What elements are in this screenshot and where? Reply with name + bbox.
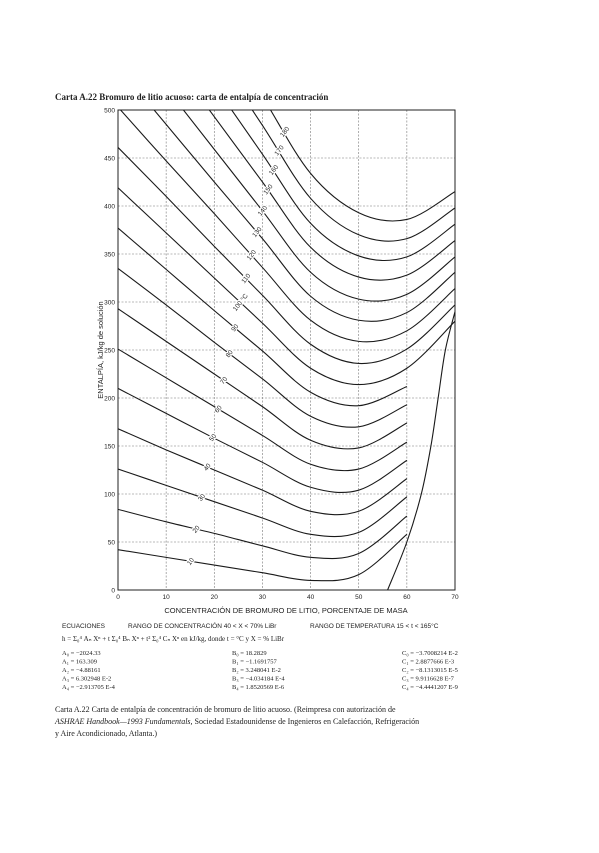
x-tick-label: 50 — [355, 594, 363, 601]
coefficient: C₀ = −3.7008214 E-2 — [402, 650, 458, 657]
x-tick-label: 0 — [116, 594, 120, 601]
chart-title: Carta A.22 Bromuro de litio acuoso: cart… — [55, 92, 328, 102]
isotherm-line — [119, 110, 455, 343]
isotherm-line — [208, 110, 455, 281]
caption-line: ASHRAE Handbook—1993 Fundamentals, Socie… — [54, 717, 419, 726]
caption-line: Carta A.22 Carta de entalpía de concentr… — [55, 705, 396, 714]
isotherm-line — [269, 110, 455, 222]
x-tick-label: 30 — [259, 594, 267, 601]
isotherm-line — [118, 267, 408, 428]
y-tick-label: 400 — [104, 204, 115, 211]
y-tick-label: 150 — [104, 444, 115, 451]
range-t: RANGO DE TEMPERATURA 15 < t < 165°C — [310, 622, 439, 630]
coefficient: B₁ = −1.1691757 — [232, 659, 278, 666]
isotherm-line — [182, 110, 455, 302]
isotherm-label: 70 — [219, 376, 229, 386]
plot-frame — [117, 109, 456, 591]
formula: h = Σ₀⁴ Aₙ Xⁿ + t Σ₀⁴ Bₙ Xⁿ + t² Σ₀⁴ Cₙ … — [62, 635, 285, 643]
isotherm-line — [230, 110, 455, 262]
coefficient: C₄ = −4.4441207 E-9 — [402, 684, 458, 691]
x-tick-label: 70 — [451, 594, 459, 601]
isotherm-label: 100 °C — [231, 292, 250, 313]
isotherm-label: 50 — [208, 433, 218, 443]
y-tick-label: 450 — [104, 156, 115, 163]
isotherm-line — [118, 308, 408, 450]
x-tick-label: 20 — [211, 594, 219, 601]
isotherm-line — [118, 147, 455, 365]
x-axis-label: CONCENTRACIÓN DE BROMURO DE LITIO, PORCE… — [164, 606, 407, 615]
x-tick-label: 40 — [307, 594, 315, 601]
y-axis-label: ENTALPÍA, kJ/kg de solución — [96, 301, 105, 398]
isotherm-line — [251, 110, 455, 242]
y-tick-label: 350 — [104, 252, 115, 259]
y-tick-label: 50 — [108, 540, 116, 547]
isotherm-line — [118, 508, 408, 560]
isotherm-line — [118, 348, 408, 472]
y-tick-label: 500 — [104, 108, 115, 115]
y-tick-label: 100 — [104, 492, 115, 499]
isotherm-line — [118, 428, 408, 516]
isotherm-line — [118, 387, 408, 493]
caption-text: Sociedad Estadounidense de Ingenieros en… — [193, 717, 420, 726]
isotherm-line — [118, 468, 408, 538]
isotherm-label: 40 — [203, 462, 213, 472]
isotherm-line — [153, 110, 455, 322]
isotherm-label: 20 — [192, 524, 202, 534]
isotherm-line — [118, 227, 408, 407]
equations-heading: ECUACIONES — [62, 623, 106, 630]
caption-line: y Aire Acondicionado, Atlanta.) — [55, 729, 157, 738]
y-tick-label: 300 — [104, 300, 115, 307]
coefficient: C₂ = −8.1313015 E-5 — [402, 667, 458, 674]
y-tick-label: 0 — [111, 588, 115, 595]
coefficient: C₁ = 2.8877666 E-3 — [402, 659, 454, 666]
coefficient: C₃ = 9.9116628 E-7 — [402, 676, 455, 683]
coefficient: A₄ = −2.913705 E-4 — [62, 684, 116, 691]
coefficient: A₀ = −2024.33 — [62, 650, 101, 657]
isotherm-line — [118, 533, 408, 582]
isotherm-line — [118, 187, 455, 386]
y-tick-label: 200 — [104, 396, 115, 403]
y-tick-label: 250 — [104, 348, 115, 355]
range-x: RANGO DE CONCENTRACIÓN 40 < X < 70% LiBr — [128, 621, 277, 630]
crystallization-line — [387, 311, 455, 590]
isotherm-label: 10 — [186, 557, 196, 567]
coefficient: B₄ = 1.8520569 E-6 — [232, 684, 285, 691]
coefficient: B₀ = 18.2829 — [232, 650, 267, 657]
x-tick-label: 10 — [163, 594, 171, 601]
caption-source: ASHRAE Handbook—1993 Fundamentals, — [54, 717, 193, 726]
coefficient: A₂ = −4.88161 — [62, 667, 101, 674]
coefficient: B₃ = −4.034184 E-4 — [232, 676, 285, 683]
coefficient: A₁ = 163.309 — [62, 659, 97, 666]
isotherm-label: 60 — [214, 404, 224, 414]
coefficient: B₂ = 3.248041 E-2 — [232, 667, 281, 674]
coefficient: A₃ = 6.302948 E-2 — [62, 676, 111, 683]
x-tick-label: 60 — [403, 594, 411, 601]
